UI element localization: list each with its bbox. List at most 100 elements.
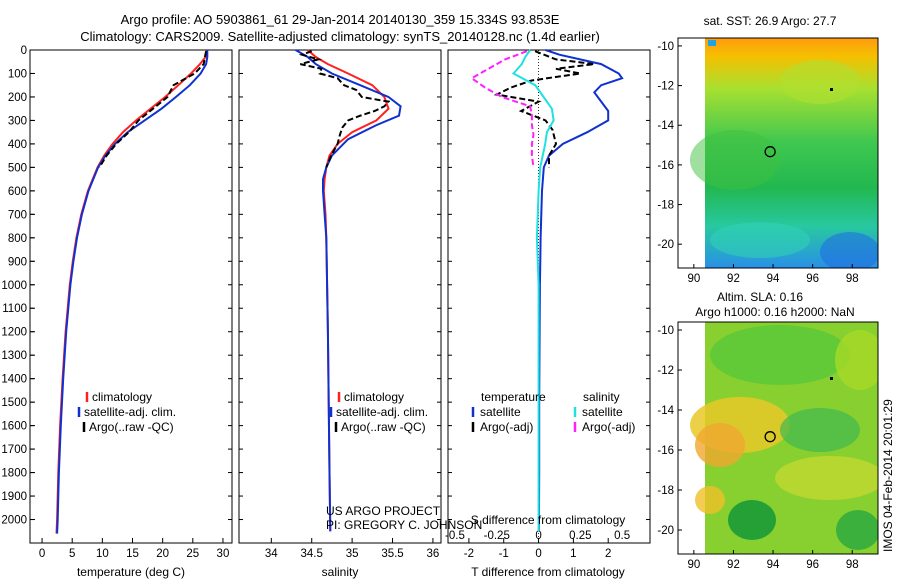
sst-map-title: sat. SST: 26.9 Argo: 27.7 (704, 14, 837, 28)
map-y-tick-label: -10 (657, 41, 674, 53)
sla-map-title-line2: Argo h1000: 0.16 h2000: NaN (695, 305, 854, 319)
depth-tick-label: 2000 (1, 515, 27, 527)
depth-tick-label: 1500 (1, 397, 27, 409)
difference-legend: temperature salinity satellite Argo(-adj… (471, 390, 635, 434)
series-line-climatology (307, 49, 390, 532)
legend-t-argo-label: Argo(-adj) (480, 420, 533, 434)
sla-low-patch (780, 408, 860, 452)
x-tick-label: 20 (156, 548, 169, 560)
x-tick-label: 2 (605, 548, 611, 560)
legend-salinity-title: salinity (583, 390, 620, 404)
series-line-salinity-satellite (511, 49, 555, 532)
x-tick-label: 15 (126, 548, 139, 560)
legend-argo-label: Argo(..raw -QC) (341, 420, 426, 434)
legend-t-satellite-label: satellite (480, 405, 521, 419)
series-line-argo-raw-qc- (298, 50, 391, 168)
project-annotation: US ARGO PROJECT (326, 504, 441, 518)
depth-tick-label: 1100 (2, 303, 27, 315)
map-y-tick-label: -14 (657, 120, 674, 132)
x-tick-label: 30 (217, 548, 230, 560)
x-tick-label: 35 (346, 548, 359, 560)
x-tick-label: 0 (535, 548, 541, 560)
series-line-satellite-adj-clim- (295, 49, 402, 532)
argo-location-marker (764, 431, 776, 443)
map-y-tick-label: -18 (657, 485, 674, 497)
legend-satellite-label: satellite-adj. clim. (336, 405, 428, 419)
map-y-tick-label: -16 (657, 445, 674, 457)
depth-tick-label: 700 (8, 209, 27, 221)
sst-cold-patch (820, 232, 878, 268)
salinity-panel: 34 34.5 35 35.5 36 salinity climatology sate… (238, 49, 482, 579)
map-y-tick-label: -10 (657, 325, 674, 337)
map-y-tick-label: -18 (657, 200, 674, 212)
x-tick-label: -2 (464, 548, 474, 560)
figure-title-line2: Climatology: CARS2009. Satellite-adjuste… (80, 29, 600, 44)
sst-cool-patch (710, 222, 810, 258)
depth-tick-label: 1900 (1, 491, 27, 503)
temperature-xlabel: temperature (deg C) (77, 565, 185, 579)
depth-tick-label: 1700 (1, 444, 27, 456)
difference-axes (447, 49, 651, 544)
sla-low-patch (728, 500, 776, 540)
x-tick-label: 35.5 (381, 548, 403, 560)
depth-tick-label: 1800 (1, 468, 27, 480)
sst-dot (830, 88, 833, 91)
map-x-tick-label: 92 (727, 559, 740, 571)
t-difference-xlabel: T difference from climatology (471, 565, 625, 579)
depth-tick-label: 500 (8, 162, 27, 174)
sla-patch (775, 456, 878, 500)
depth-tick-label: 100 (8, 68, 27, 80)
legend-s-argo-label: Argo(-adj) (582, 420, 635, 434)
depth-tick-label: 300 (8, 115, 27, 127)
sla-high-patch (695, 486, 725, 514)
s-tick-label: -0.5 (445, 530, 465, 542)
pi-annotation: PI: GREGORY C. JOHNSON (326, 518, 482, 532)
legend-temperature-title: temperature (481, 390, 546, 404)
sst-heatmap (678, 38, 878, 268)
series-line-argo-raw-qc- (98, 50, 208, 168)
legend-argo-label: Argo(..raw -QC) (89, 420, 174, 434)
sst-cell (708, 40, 716, 46)
salinity-axes (238, 49, 442, 544)
series-line-climatology (55, 49, 208, 534)
map-x-tick-label: 90 (687, 273, 700, 285)
sla-map-axes (677, 321, 879, 555)
s-tick-label: 0 (535, 530, 541, 542)
s-difference-label: S difference from climatology (471, 513, 626, 527)
map-y-tick-label: -20 (657, 525, 674, 537)
series-line-salinity-argo-adj- (469, 50, 535, 168)
depth-tick-label: 1400 (1, 374, 27, 386)
sst-map-axes (677, 37, 879, 269)
map-x-tick-label: 90 (687, 559, 700, 571)
sla-patch (710, 325, 850, 385)
sst-patch (690, 130, 780, 190)
temperature-panel: 0100200300400500600700800900100011001200… (1, 45, 233, 579)
series-line-temperature-satellite (537, 49, 624, 532)
x-tick-label: 1 (570, 548, 576, 560)
depth-tick-label: 600 (8, 186, 27, 198)
x-tick-label: 25 (186, 548, 199, 560)
sla-patch (835, 330, 878, 390)
sla-high-patch (695, 423, 745, 467)
x-tick-label: 10 (96, 548, 109, 560)
argo-location-marker (764, 146, 776, 158)
sla-map-title-line1: Altim. SLA: 0.16 (717, 290, 803, 304)
map-x-tick-label: 96 (806, 559, 819, 571)
imos-timestamp: IMOS 04-Feb-2014 20:01:29 (881, 399, 895, 552)
map-x-tick-label: 92 (727, 273, 740, 285)
x-tick-label: 5 (69, 548, 75, 560)
sst-warm-patch (780, 60, 860, 104)
depth-tick-label: 0 (21, 45, 27, 57)
s-tick-label: -0.25 (484, 530, 510, 542)
map-y-tick-label: -12 (657, 365, 674, 377)
map-y-tick-label: -12 (657, 81, 674, 93)
salinity-legend: climatology satellite-adj. clim. Argo(..… (329, 390, 428, 434)
salinity-xlabel: salinity (322, 565, 359, 579)
map-x-tick-label: 96 (806, 273, 819, 285)
s-tick-label: 0.25 (569, 530, 591, 542)
depth-tick-label: 1200 (1, 327, 27, 339)
x-tick-label: 34 (265, 548, 278, 560)
map-y-tick-label: -20 (657, 239, 674, 251)
legend-climatology-label: climatology (92, 390, 152, 404)
